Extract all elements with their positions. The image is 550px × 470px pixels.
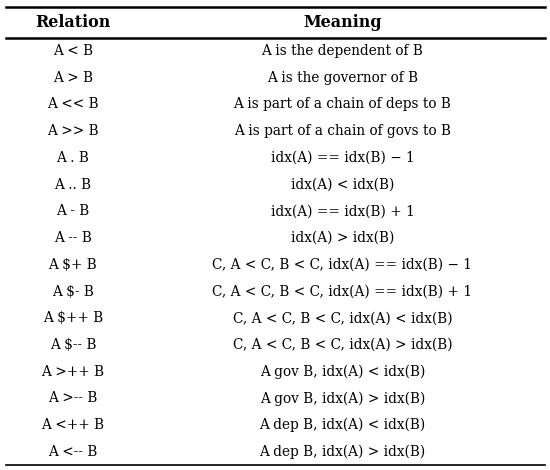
Text: A dep B, idx(A) < idx(B): A dep B, idx(A) < idx(B) xyxy=(259,418,426,432)
Text: A <++ B: A <++ B xyxy=(41,418,104,432)
Text: A << B: A << B xyxy=(47,97,98,111)
Text: A >-- B: A >-- B xyxy=(48,392,97,406)
Text: A - B: A - B xyxy=(56,204,90,219)
Text: C, A < C, B < C, idx(A) == idx(B) + 1: C, A < C, B < C, idx(A) == idx(B) + 1 xyxy=(212,284,472,298)
Text: idx(A) < idx(B): idx(A) < idx(B) xyxy=(291,178,394,192)
Text: idx(A) == idx(B) + 1: idx(A) == idx(B) + 1 xyxy=(271,204,414,219)
Text: A dep B, idx(A) > idx(B): A dep B, idx(A) > idx(B) xyxy=(259,445,426,459)
Text: A $-- B: A $-- B xyxy=(50,338,96,352)
Text: A gov B, idx(A) > idx(B): A gov B, idx(A) > idx(B) xyxy=(260,392,425,406)
Text: C, A < C, B < C, idx(A) == idx(B) − 1: C, A < C, B < C, idx(A) == idx(B) − 1 xyxy=(212,258,472,272)
Text: A > B: A > B xyxy=(53,70,93,85)
Text: A .. B: A .. B xyxy=(54,178,91,192)
Text: A $- B: A $- B xyxy=(52,284,94,298)
Text: A gov B, idx(A) < idx(B): A gov B, idx(A) < idx(B) xyxy=(260,365,425,379)
Text: A $++ B: A $++ B xyxy=(43,311,103,325)
Text: A <-- B: A <-- B xyxy=(48,445,97,459)
Text: Meaning: Meaning xyxy=(303,14,382,31)
Text: A is part of a chain of govs to B: A is part of a chain of govs to B xyxy=(234,124,451,138)
Text: A . B: A . B xyxy=(57,151,89,165)
Text: C, A < C, B < C, idx(A) < idx(B): C, A < C, B < C, idx(A) < idx(B) xyxy=(233,311,452,325)
Text: A >++ B: A >++ B xyxy=(41,365,104,379)
Text: A < B: A < B xyxy=(53,44,93,58)
Text: idx(A) > idx(B): idx(A) > idx(B) xyxy=(291,231,394,245)
Text: A is part of a chain of deps to B: A is part of a chain of deps to B xyxy=(233,97,452,111)
Text: Relation: Relation xyxy=(35,14,111,31)
Text: A is the governor of B: A is the governor of B xyxy=(267,70,418,85)
Text: A >> B: A >> B xyxy=(47,124,98,138)
Text: A $+ B: A $+ B xyxy=(48,258,97,272)
Text: C, A < C, B < C, idx(A) > idx(B): C, A < C, B < C, idx(A) > idx(B) xyxy=(233,338,452,352)
Text: idx(A) == idx(B) − 1: idx(A) == idx(B) − 1 xyxy=(271,151,414,165)
Text: A -- B: A -- B xyxy=(54,231,92,245)
Text: A is the dependent of B: A is the dependent of B xyxy=(261,44,424,58)
